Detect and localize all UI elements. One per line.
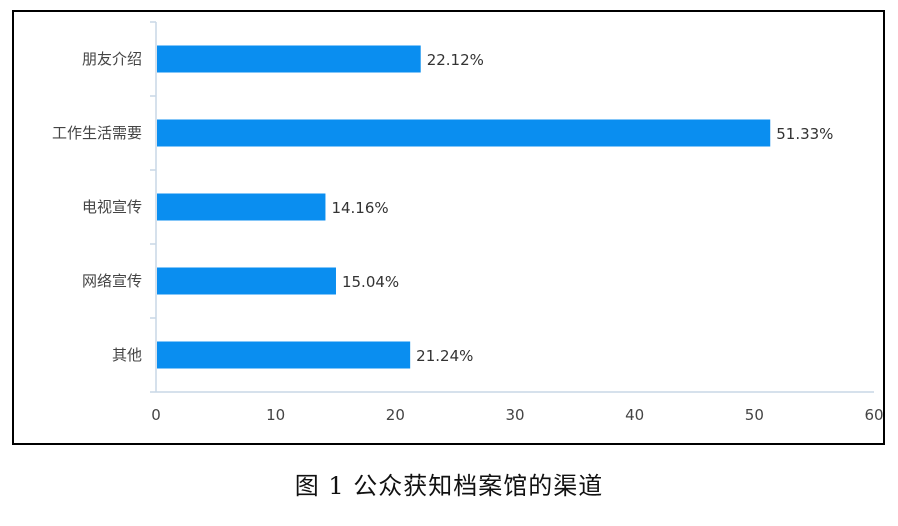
category-label: 电视宣传 <box>82 198 142 216</box>
category-label: 朋友介绍 <box>82 50 142 68</box>
figure-caption: 图 1 公众获知档案馆的渠道 <box>294 472 604 500</box>
data-label: 14.16% <box>331 199 388 217</box>
category-label: 工作生活需要 <box>52 124 142 142</box>
x-tick-label: 20 <box>386 406 405 424</box>
bar <box>157 119 771 147</box>
data-label: 15.04% <box>342 273 399 291</box>
chart-frame: 朋友介绍 22.12% 工作生活需要 51.33% 电视宣传 14.16% 网络宣传 15.0… <box>12 10 885 445</box>
bar <box>157 341 411 369</box>
data-label: 51.33% <box>776 125 833 143</box>
bar <box>157 45 421 73</box>
x-tick-label: 50 <box>745 406 764 424</box>
x-tick-label: 60 <box>864 406 883 424</box>
data-label: 21.24% <box>416 347 473 365</box>
category-label: 网络宣传 <box>82 272 142 290</box>
category-label: 其他 <box>112 346 142 364</box>
x-tick-label: 10 <box>266 406 285 424</box>
bar <box>157 267 336 295</box>
x-tick-label: 30 <box>505 406 524 424</box>
bar <box>157 193 326 221</box>
x-tick-label: 0 <box>151 406 161 424</box>
bar-chart: 朋友介绍 22.12% 工作生活需要 51.33% 电视宣传 14.16% 网络宣传 15.0… <box>52 21 883 424</box>
data-label: 22.12% <box>427 51 484 69</box>
x-tick-label: 40 <box>625 406 644 424</box>
